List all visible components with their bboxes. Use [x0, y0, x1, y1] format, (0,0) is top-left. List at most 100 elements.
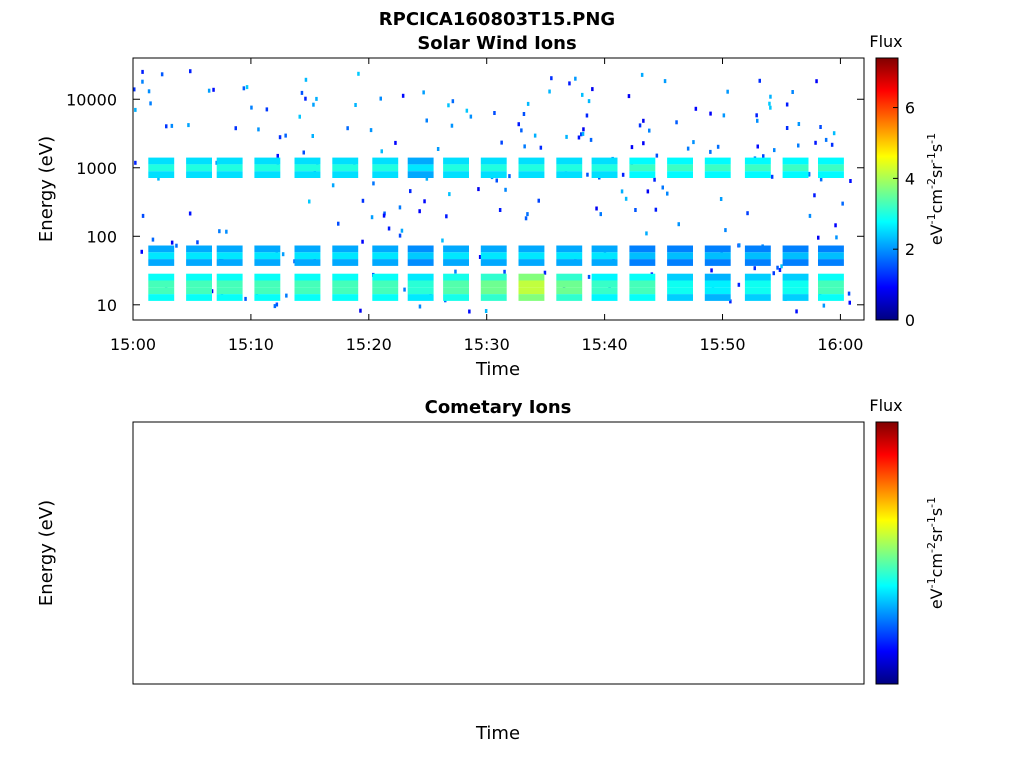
spectrogram-cell — [254, 259, 281, 266]
background-cell — [824, 137, 828, 142]
spectrogram-cell — [629, 164, 656, 172]
spectrogram-cell — [480, 171, 507, 178]
spectrogram-cell — [186, 280, 212, 288]
background-cell — [539, 145, 543, 150]
spectrogram-cell — [704, 273, 731, 281]
spectrogram-cell — [443, 171, 469, 178]
background-cell — [756, 118, 759, 123]
background-cell — [675, 120, 678, 125]
background-cell — [140, 249, 143, 254]
x-tick-label: 15:20 — [346, 335, 392, 354]
spectrogram-cell — [667, 171, 693, 178]
background-cell — [726, 89, 729, 94]
spectrogram-cell — [518, 245, 545, 253]
background-cell — [581, 131, 585, 136]
spectrogram-cell — [591, 273, 618, 281]
spectrogram-cell — [216, 273, 243, 281]
spectrogram-cell — [667, 164, 693, 172]
background-cell — [729, 299, 732, 304]
background-cell — [498, 208, 502, 212]
spectrogram-cell — [518, 259, 545, 266]
spectrogram-cell — [744, 157, 771, 165]
spectrogram-cell — [443, 280, 469, 288]
background-cell — [448, 192, 451, 197]
background-cell — [387, 226, 391, 231]
background-cell — [304, 77, 308, 82]
colorbar-gradient — [875, 421, 899, 685]
spectrogram-cell — [407, 252, 434, 260]
x-tick-label: 15:40 — [582, 335, 628, 354]
background-cell — [780, 264, 783, 269]
spectrogram-cell — [556, 171, 583, 178]
background-cell — [841, 201, 844, 206]
spectrogram-cell — [782, 164, 809, 172]
background-cell — [645, 231, 648, 236]
background-cell — [520, 128, 523, 133]
background-cell — [773, 148, 776, 153]
background-cell — [300, 90, 304, 95]
spectrogram-cell — [407, 171, 434, 178]
background-cell — [141, 79, 144, 84]
spectrogram-cell — [443, 294, 469, 301]
x-tick-label: 15:30 — [464, 335, 510, 354]
background-cell — [627, 94, 631, 99]
spectrogram-cell — [443, 164, 469, 172]
background-cell — [591, 87, 594, 92]
background-cell — [304, 96, 307, 101]
spectrogram-cell — [629, 259, 656, 266]
background-cell — [819, 125, 822, 129]
background-cell — [769, 94, 772, 99]
background-cell — [710, 268, 713, 273]
background-cell — [722, 113, 726, 118]
background-cell — [441, 238, 444, 243]
x-axis-label: Time — [475, 359, 520, 380]
spectrogram-cell — [818, 171, 844, 178]
colorbar: Flux eV-1cm-2sr-1s-1 — [869, 396, 946, 685]
spectrogram-cell — [667, 273, 693, 281]
background-cell — [359, 308, 362, 313]
background-cell — [447, 103, 450, 108]
background-cell — [409, 189, 412, 194]
background-cell — [500, 140, 503, 145]
background-cell — [400, 228, 404, 233]
spectrogram-cell — [518, 280, 545, 288]
spectrogram-cell — [518, 164, 545, 172]
x-tick-label: 16:00 — [817, 335, 863, 354]
spectrogram-cell — [667, 157, 693, 165]
background-cell — [250, 105, 253, 110]
background-cell — [134, 107, 137, 112]
spectrogram-cell — [704, 171, 731, 178]
background-cell — [642, 141, 645, 146]
spectrogram-cell — [332, 252, 359, 260]
background-cell — [830, 142, 834, 147]
spectrogram-cell — [407, 245, 434, 253]
spectrogram-cell — [782, 280, 809, 288]
spectrogram-cell — [782, 259, 809, 266]
background-cell — [580, 132, 583, 137]
spectrogram-cell — [254, 280, 281, 288]
spectrogram-cell — [332, 287, 359, 295]
background-cell — [719, 197, 723, 201]
spectrogram-cell — [332, 164, 359, 172]
spectrogram-cell — [782, 287, 809, 295]
spectrogram-cell — [704, 280, 731, 288]
background-cell — [621, 172, 625, 177]
colorbar-tick-label: 4 — [905, 169, 915, 188]
background-cell — [425, 176, 429, 181]
background-cell — [379, 96, 382, 101]
background-cell — [655, 153, 659, 158]
background-cell — [524, 216, 528, 221]
spectrogram-cell — [294, 171, 321, 178]
x-ticks: 15:00 15:10 15:20 15:30 15:40 15:50 16:00 — [110, 58, 863, 354]
spectrogram-cell — [818, 280, 844, 288]
x-tick-label: 15:50 — [699, 335, 745, 354]
spectrogram-cell — [667, 294, 693, 301]
spectrogram-cell — [186, 171, 212, 178]
background-cell — [293, 259, 296, 264]
x-axis-label: Time — [475, 723, 520, 744]
background-cell — [398, 205, 402, 210]
spectrogram-cell — [294, 259, 321, 266]
background-cell — [242, 86, 246, 91]
spectrogram-cell — [744, 245, 771, 253]
background-cell — [797, 122, 801, 126]
